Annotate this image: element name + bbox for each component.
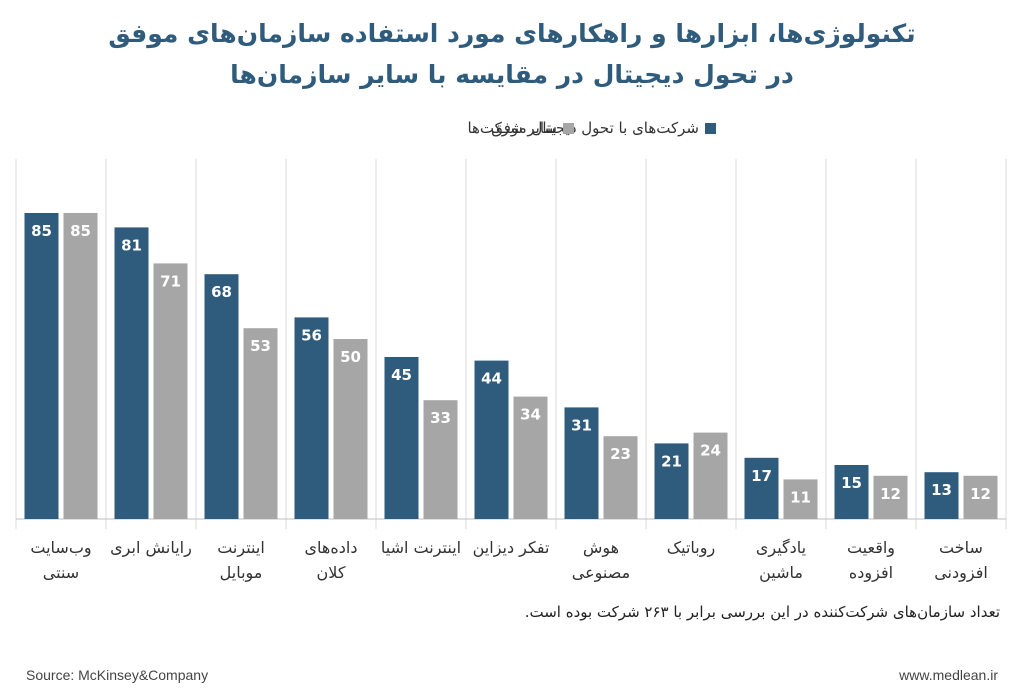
legend-label-others: سایر شرکت‌ها: [467, 119, 557, 137]
data-label: 50: [340, 348, 361, 366]
category-label: یادگیری: [756, 538, 806, 558]
bar-successful: [474, 360, 509, 519]
data-label: 34: [520, 406, 541, 424]
data-label: 68: [211, 283, 232, 301]
data-label: 85: [31, 222, 52, 240]
category-label: تفکر دیزاین: [473, 538, 550, 558]
data-label: 11: [790, 488, 811, 506]
category-label: روباتیک: [667, 538, 715, 558]
category-label: اینترنت اشیا: [381, 538, 461, 558]
source-text: Source: McKinsey&Company: [26, 667, 209, 683]
bar-successful: [834, 465, 869, 519]
bar-others: [333, 339, 368, 519]
data-label: 21: [661, 452, 682, 470]
chart-title-line-1: تکنولوژی‌ها، ابزارها و راهکارهای مورد اس…: [108, 19, 916, 48]
data-label: 33: [430, 409, 451, 427]
legend-swatch-successful: [705, 123, 716, 134]
data-label: 56: [301, 326, 322, 344]
bar-others: [963, 475, 998, 519]
bar-others: [693, 432, 728, 519]
data-label: 17: [751, 467, 772, 485]
category-label: داده‌های: [305, 538, 358, 557]
bar-others: [243, 328, 278, 519]
data-label: 15: [841, 474, 862, 492]
category-label: کلان: [317, 563, 346, 582]
category-label: رایانش ابری: [110, 538, 192, 558]
bar-others: [603, 436, 638, 519]
data-label: 85: [70, 222, 91, 240]
data-label: 12: [970, 485, 991, 503]
legend-swatch-others: [563, 123, 574, 134]
category-label: وب‌سایت: [30, 538, 91, 558]
chart-title-line-2: در تحول دیجیتال در مقایسه با سایر سازمان…: [230, 60, 794, 89]
legend-label-successful: شرکت‌های با تحول دیجیتال موفق: [491, 119, 699, 137]
footnote: تعداد سازمان‌های شرکت‌کننده در این بررسی…: [524, 603, 1000, 621]
data-label: 24: [700, 442, 721, 460]
category-label: افزوده: [849, 563, 893, 583]
category-label: اینترنت: [217, 538, 265, 558]
category-label: واقعیت: [847, 538, 895, 558]
legend-item-others: سایر شرکت‌ها: [467, 117, 574, 139]
data-label: 81: [121, 236, 142, 254]
website-text: www.medlean.ir: [899, 667, 998, 683]
bar-others: [783, 479, 818, 519]
bar-others: [423, 400, 458, 519]
bar-successful: [114, 227, 149, 519]
data-label: 12: [880, 485, 901, 503]
legend: شرکت‌های با تحول دیجیتال موفق سایر شرکت‌…: [0, 117, 1024, 141]
bar-others: [873, 475, 908, 519]
data-label: 45: [391, 366, 412, 384]
category-label: ماشین: [759, 563, 803, 583]
bar-successful: [204, 274, 239, 519]
bar-successful: [24, 213, 59, 519]
bar-successful: [654, 443, 689, 519]
data-label: 31: [571, 416, 592, 434]
data-label: 71: [160, 272, 181, 290]
bar-others: [63, 213, 98, 519]
bar-others: [513, 396, 548, 519]
category-label: افزودنی: [934, 563, 988, 583]
data-label: 53: [250, 337, 271, 355]
bar-successful: [564, 407, 599, 519]
bar-others: [153, 263, 188, 519]
bar-successful: [924, 472, 959, 519]
data-label: 23: [610, 445, 631, 463]
category-label: هوش: [583, 538, 619, 558]
legend-item-successful: شرکت‌های با تحول دیجیتال موفق: [491, 117, 716, 139]
data-label: 44: [481, 370, 502, 388]
category-label: موبایل: [220, 563, 263, 583]
bar-successful: [294, 317, 329, 519]
category-label: سنتی: [43, 563, 79, 582]
category-label: ساخت: [939, 538, 983, 557]
bar-successful: [744, 457, 779, 519]
category-label: مصنوعی: [572, 563, 630, 583]
bar-successful: [384, 357, 419, 519]
bar-chart: 85 85 وب‌سایت سنتی 81 71 رایانش ابری 68 53 اینترن…: [15, 159, 1007, 583]
data-label: 13: [931, 481, 952, 499]
